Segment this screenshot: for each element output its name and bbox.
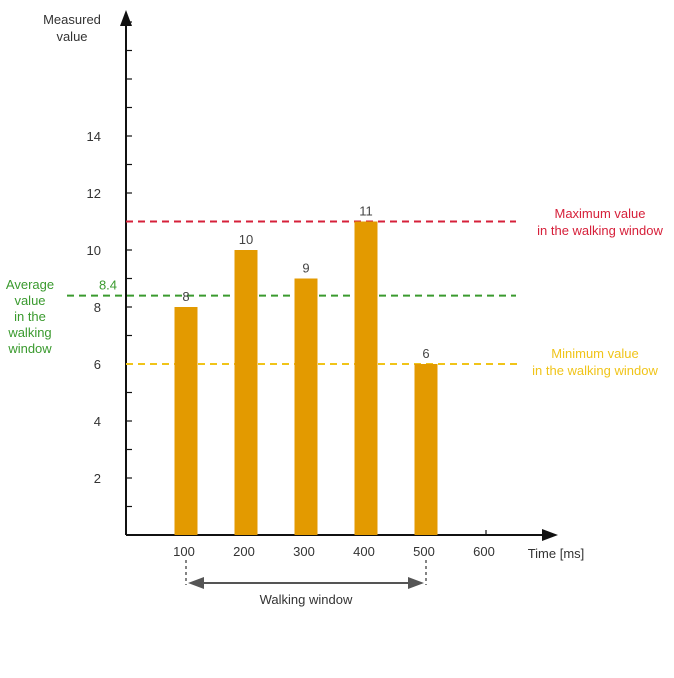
window-label: Walking window	[260, 592, 353, 607]
bars	[174, 221, 438, 535]
y-tick-label: 14	[87, 129, 101, 144]
bar-value-label: 11	[359, 204, 373, 219]
y-axis-arrow	[120, 10, 132, 26]
average-label: window	[7, 341, 52, 356]
x-tick-label: 100	[173, 544, 195, 559]
x-axis-title: Time [ms]	[528, 546, 585, 561]
y-tick-label: 12	[87, 186, 101, 201]
average-label: in the	[14, 309, 46, 324]
window-right-arrow	[408, 577, 424, 589]
bar-value-label: 8	[182, 289, 189, 304]
walking-window: Walking window	[185, 560, 427, 607]
y-axis-title: Measured	[43, 12, 101, 27]
maximum-label: in the walking window	[537, 223, 663, 238]
reference-lines: Maximum value in the walking window Averag…	[6, 206, 664, 378]
x-axis-arrow	[542, 529, 558, 541]
average-label: Average	[6, 277, 54, 292]
x-tick-label: 500	[413, 544, 435, 559]
x-tick-label: 200	[233, 544, 255, 559]
y-tick-label: 6	[94, 357, 101, 372]
bar	[234, 250, 258, 535]
window-left-arrow	[188, 577, 204, 589]
x-tick-label: 400	[353, 544, 375, 559]
bar	[294, 278, 318, 535]
bar-value-label: 6	[422, 346, 429, 361]
bar-value-label: 9	[302, 261, 309, 276]
y-tick-label: 4	[94, 414, 101, 429]
average-value-label: 8.4	[99, 278, 117, 293]
x-tick-label: 600	[473, 544, 495, 559]
maximum-label: Maximum value	[554, 206, 645, 221]
y-tick-label: 10	[87, 243, 101, 258]
minimum-label: in the walking window	[532, 363, 658, 378]
y-tick-label: 8	[94, 300, 101, 315]
bar	[414, 364, 438, 535]
labels: 8 10 9 11 6	[182, 204, 429, 362]
bar-value-label: 10	[239, 232, 253, 247]
average-label: walking	[7, 325, 51, 340]
bar	[354, 221, 378, 535]
y-tick-label: 2	[94, 471, 101, 486]
average-label: value	[14, 293, 45, 308]
y-axis-title: value	[56, 29, 87, 44]
bar	[174, 307, 198, 535]
minimum-label: Minimum value	[551, 346, 638, 361]
x-tick-label: 300	[293, 544, 315, 559]
